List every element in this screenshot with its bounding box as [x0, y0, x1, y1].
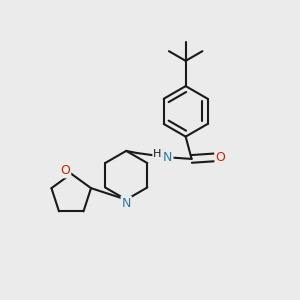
Text: N: N [122, 197, 131, 210]
Text: O: O [215, 151, 225, 164]
Text: N: N [163, 151, 172, 164]
Text: H: H [153, 149, 162, 160]
Text: O: O [60, 164, 70, 177]
